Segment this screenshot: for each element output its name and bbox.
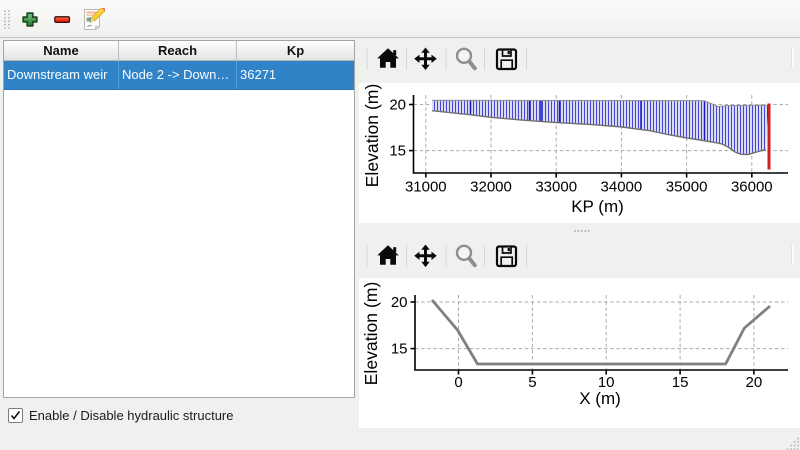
- svg-text:31000: 31000: [405, 179, 447, 196]
- svg-text:36000: 36000: [731, 179, 773, 196]
- svg-text:20: 20: [746, 374, 763, 391]
- svg-text:20: 20: [391, 294, 408, 311]
- svg-text:Elevation (m): Elevation (m): [362, 84, 382, 188]
- svg-text:15: 15: [389, 143, 406, 160]
- svg-text:X (m): X (m): [579, 389, 621, 408]
- svg-text:32000: 32000: [470, 179, 512, 196]
- svg-text:Elevation (m): Elevation (m): [361, 282, 381, 386]
- svg-text:34000: 34000: [601, 179, 643, 196]
- svg-text:35000: 35000: [666, 179, 708, 196]
- svg-text:15: 15: [391, 341, 408, 358]
- svg-text:10: 10: [598, 374, 615, 391]
- svg-text:20: 20: [389, 97, 406, 114]
- svg-text:KP (m): KP (m): [571, 197, 624, 216]
- svg-text:15: 15: [672, 374, 689, 391]
- svg-text:5: 5: [528, 374, 536, 391]
- svg-text:33000: 33000: [535, 179, 577, 196]
- svg-text:0: 0: [454, 374, 462, 391]
